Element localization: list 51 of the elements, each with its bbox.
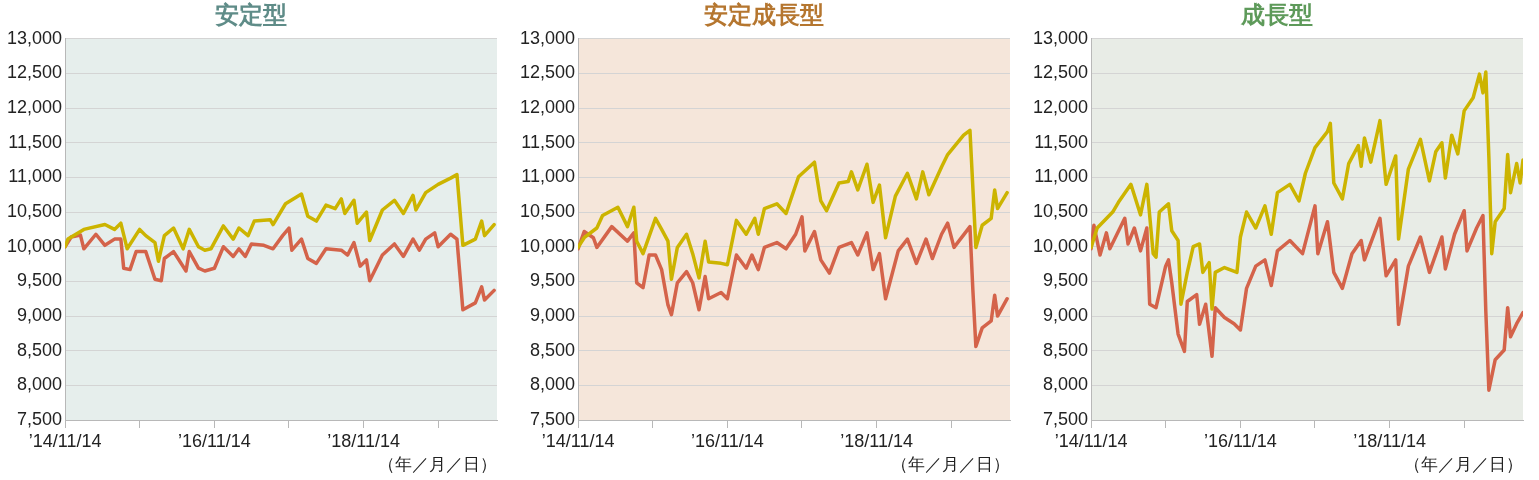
y-tick-label: 13,000 (1032, 27, 1089, 48)
y-tick-label: 11,000 (521, 166, 576, 187)
y-tick-label: 10,000 (519, 235, 576, 256)
y-tick-label: 13,000 (519, 27, 576, 48)
y-tick-label: 11,500 (1034, 131, 1089, 152)
y-tick-label: 11,500 (8, 131, 63, 152)
chart-title: 成長型 (1239, 1, 1313, 29)
y-tick-label: 11,000 (1034, 166, 1089, 187)
y-tick-label: 8,500 (530, 339, 576, 360)
x-tick-label: ’16/11/14 (691, 430, 764, 451)
y-tick-label: 7,500 (530, 408, 576, 429)
y-tick-label: 7,500 (1043, 408, 1089, 429)
y-tick-label: 8,500 (17, 339, 63, 360)
y-tick-label: 9,500 (1043, 270, 1089, 291)
y-tick-label: 12,500 (519, 62, 576, 83)
x-axis-title: （年／月／日） (891, 455, 1010, 475)
y-tick-label: 9,500 (530, 270, 576, 291)
y-tick-label: 9,500 (17, 270, 63, 291)
y-tick-label: 10,000 (6, 235, 63, 256)
x-tick-label: ’18/11/14 (327, 430, 400, 451)
y-tick-label: 9,000 (17, 305, 63, 326)
y-tick-label: 10,500 (6, 201, 63, 222)
y-tick-label: 10,500 (519, 201, 576, 222)
x-tick-label: ’18/11/14 (1353, 430, 1426, 451)
y-tick-label: 9,000 (530, 305, 576, 326)
x-tick-label: ’18/11/14 (840, 430, 913, 451)
y-tick-label: 13,000 (6, 27, 63, 48)
x-tick-label: ’14/11/14 (28, 430, 102, 451)
chart-title: 安定型 (214, 1, 287, 29)
y-tick-label: 9,000 (1043, 305, 1089, 326)
y-tick-label: 11,000 (8, 166, 63, 187)
x-axis-title: （年／月／日） (378, 455, 497, 475)
y-tick-label: 12,000 (519, 97, 576, 118)
x-tick-label: ’16/11/14 (178, 430, 251, 451)
y-tick-label: 10,500 (1032, 201, 1089, 222)
y-tick-label: 8,500 (1043, 339, 1089, 360)
y-tick-label: 7,500 (17, 408, 63, 429)
y-tick-label: 11,500 (521, 131, 576, 152)
y-tick-label: 8,000 (1043, 374, 1089, 395)
y-tick-label: 12,500 (6, 62, 63, 83)
chart-title: 安定成長型 (703, 1, 824, 29)
y-tick-label: 10,000 (1032, 235, 1089, 256)
y-tick-label: 12,000 (1032, 97, 1089, 118)
x-tick-label: ’14/11/14 (1054, 430, 1128, 451)
x-axis-title: （年／月／日） (1404, 455, 1523, 475)
y-tick-label: 12,000 (6, 97, 63, 118)
y-tick-label: 8,000 (17, 374, 63, 395)
x-tick-label: ’16/11/14 (1204, 430, 1277, 451)
x-tick-label: ’14/11/14 (541, 430, 615, 451)
y-tick-label: 8,000 (530, 374, 576, 395)
y-tick-label: 12,500 (1032, 62, 1089, 83)
